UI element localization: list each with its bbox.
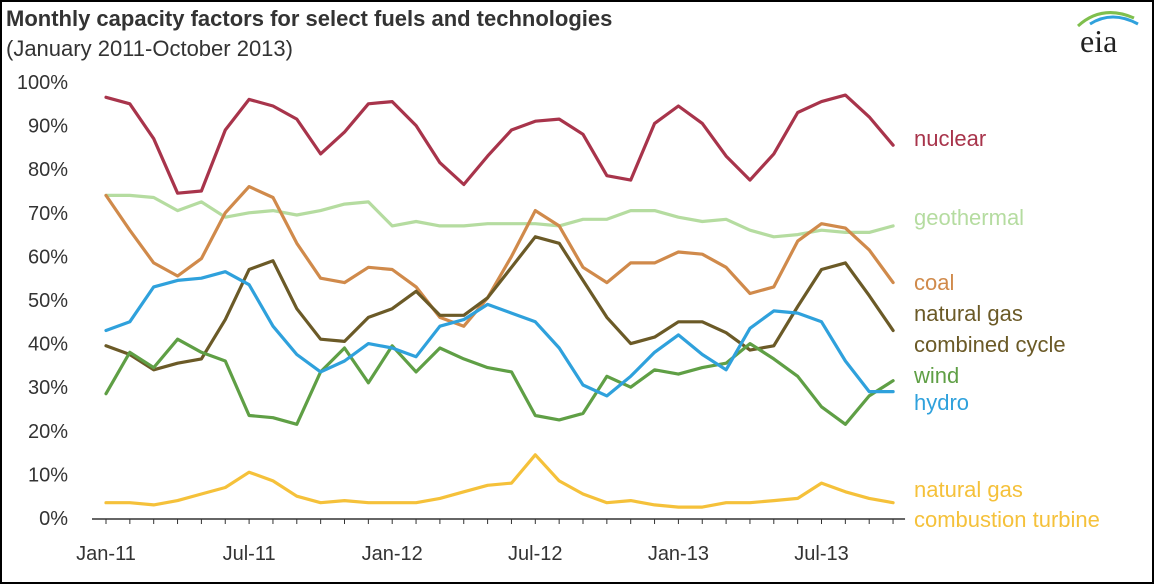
- y-tick-label: 90%: [28, 116, 68, 138]
- y-tick-label: 10%: [28, 464, 68, 486]
- series-label-ngct: combustion turbine: [914, 507, 1100, 532]
- eia-logo-text: eia: [1080, 23, 1117, 59]
- x-tick-label: Jan-11: [76, 543, 136, 565]
- y-tick-label: 50%: [28, 290, 68, 312]
- series-line-geothermal: [104, 193, 895, 239]
- x-tick-label: Jul-13: [794, 543, 848, 565]
- y-tick-label: 80%: [28, 159, 68, 181]
- series-label-hydro: hydro: [914, 390, 969, 415]
- series-label-geothermal: geothermal: [914, 205, 1024, 230]
- y-tick-label: 70%: [28, 203, 68, 225]
- series-label-coal: coal: [914, 270, 954, 295]
- y-tick-label: 0%: [39, 508, 68, 530]
- y-tick-label: 60%: [28, 246, 68, 268]
- series-line-ngct: [104, 453, 895, 509]
- series-line-ngcc: [104, 235, 895, 372]
- y-tick-label: 20%: [28, 421, 68, 443]
- eia-logo-swoosh-icon: [1089, 15, 1139, 26]
- x-axis: Jan-11 Jul-11 Jan-12 Jul-12 Jan-13 Jul-13: [76, 518, 906, 565]
- x-tick-label: Jan-13: [648, 543, 709, 565]
- x-tick-label: Jul-12: [508, 543, 562, 565]
- y-tick-label: 30%: [28, 377, 68, 399]
- series-labels: nuclear geothermal coal natural gas combined…: [913, 126, 1100, 532]
- series-line-coal: [104, 185, 895, 328]
- series-line-hydro: [104, 270, 895, 398]
- series-label-wind: wind: [913, 363, 959, 388]
- y-tick-label: 100%: [17, 72, 68, 94]
- eia-logo: eia: [1076, 11, 1139, 59]
- series-line-wind: [104, 337, 895, 426]
- series-label-ngcc: natural gas: [914, 301, 1023, 326]
- x-tick-label: Jul-11: [223, 543, 276, 565]
- chart-subtitle: (January 2011-October 2013): [6, 36, 293, 61]
- y-axis: 0% 10% 20% 30% 40% 50% 60% 70% 80% 90% 100%: [17, 72, 68, 530]
- series-label-ngct: natural gas: [914, 477, 1023, 502]
- series-lines: [104, 93, 895, 509]
- series-label-ngcc: combined cycle: [914, 332, 1066, 357]
- x-tick-label: Jan-12: [362, 543, 423, 565]
- series-line-nuclear: [104, 93, 895, 195]
- y-tick-label: 40%: [28, 334, 68, 356]
- eia-logo-swoosh-icon: [1076, 11, 1135, 28]
- series-label-nuclear: nuclear: [914, 126, 986, 151]
- chart-title: Monthly capacity factors for select fuel…: [6, 6, 613, 31]
